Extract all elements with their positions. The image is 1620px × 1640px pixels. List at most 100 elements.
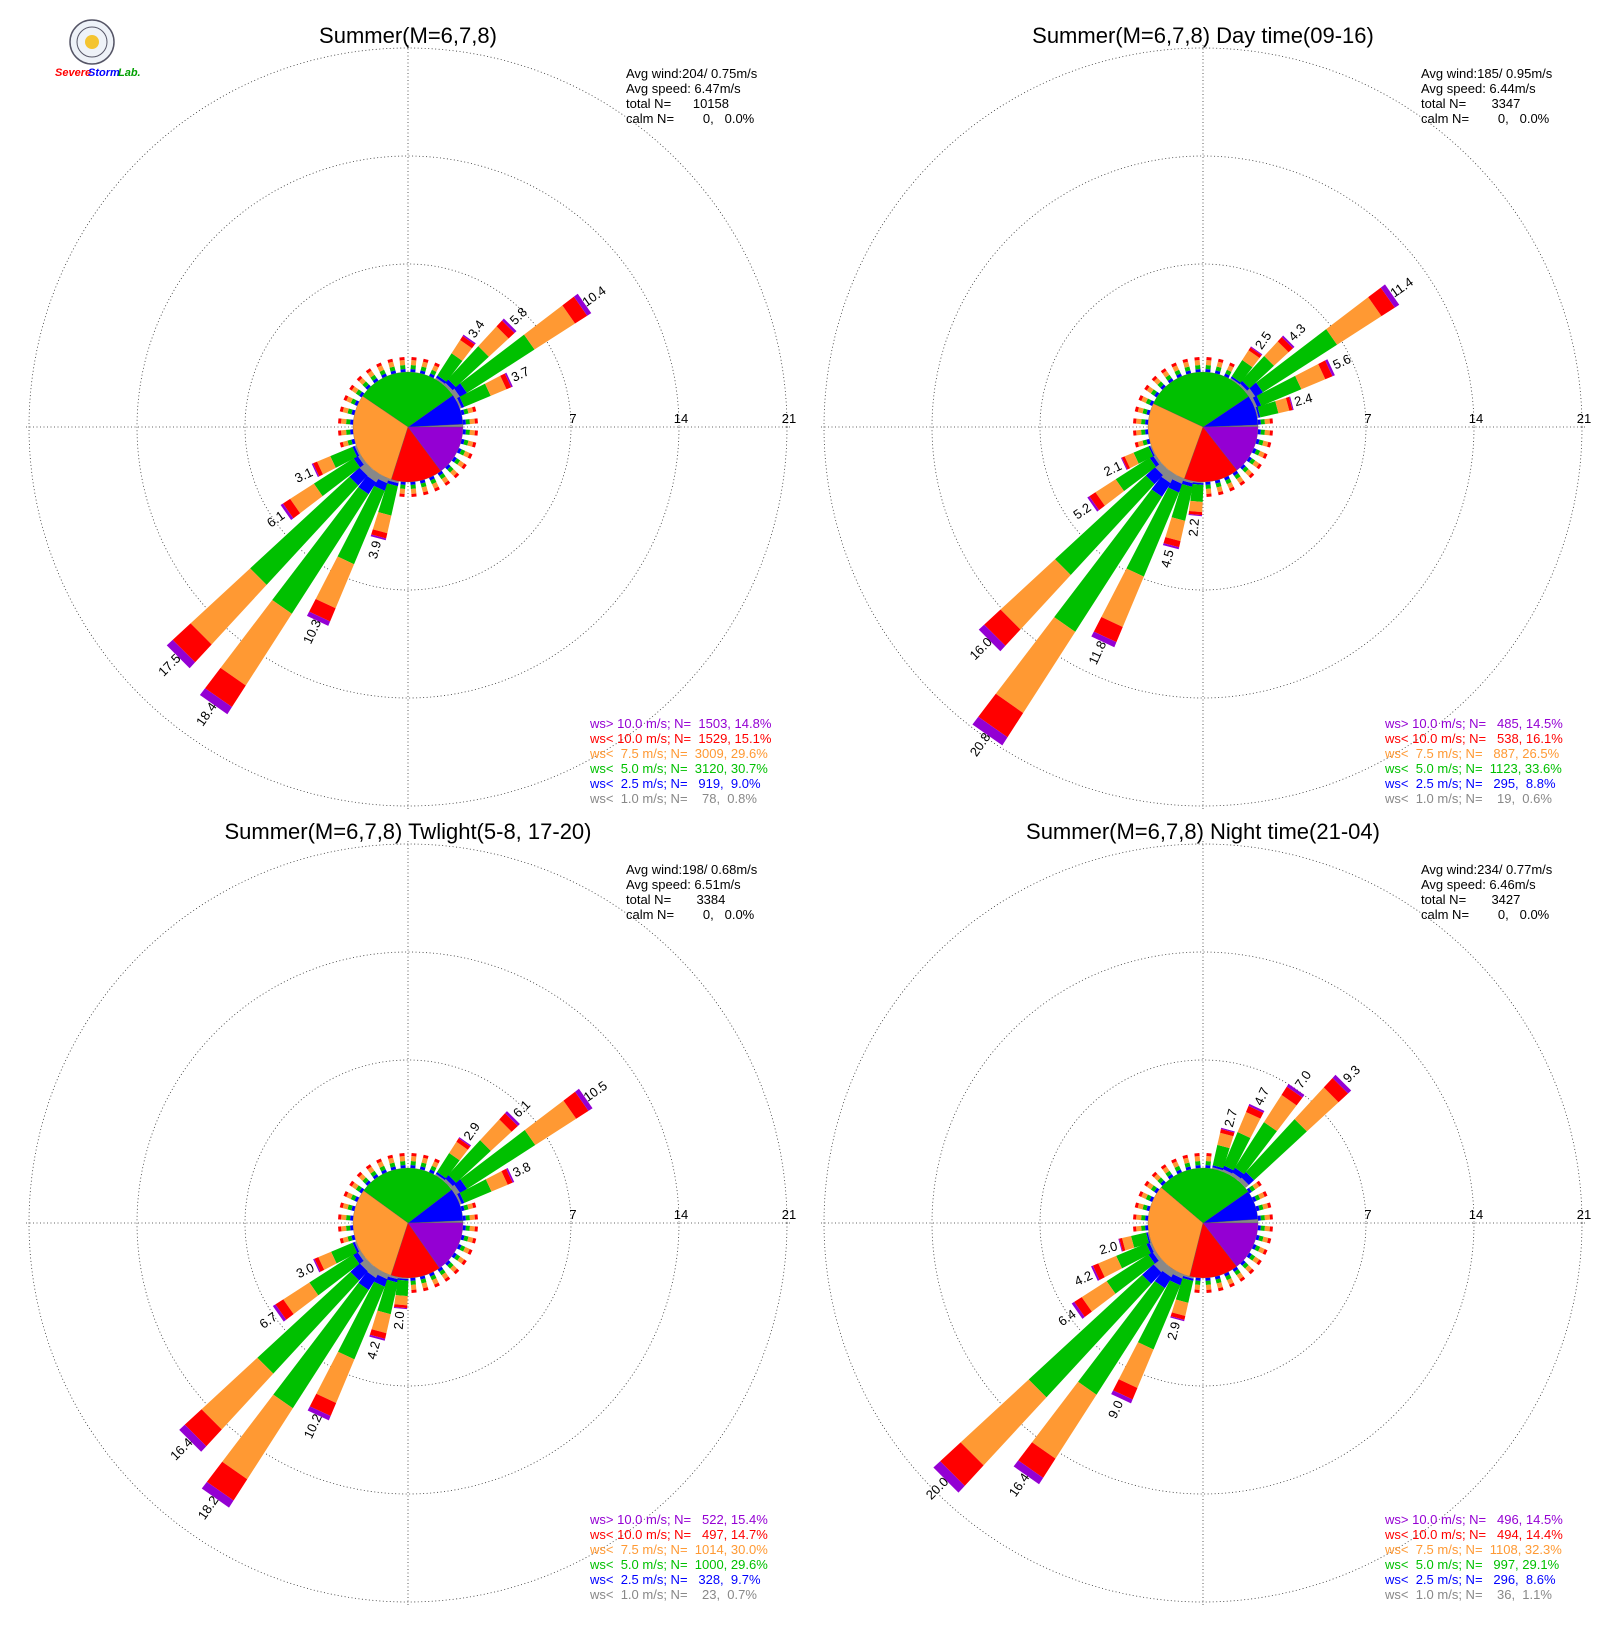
minor-wind-bar (1144, 1180, 1150, 1187)
minor-wind-bar (420, 1162, 427, 1168)
minor-wind-bar (1214, 370, 1221, 375)
minor-wind-bar (377, 365, 385, 372)
wind-bar-segment (940, 1442, 984, 1486)
wind-bar-segment (394, 1295, 408, 1306)
minor-wind-bar (422, 491, 429, 496)
minor-wind-bar (1183, 1157, 1190, 1164)
wind-bar-segment (369, 1334, 386, 1341)
wind-bar-segment (280, 503, 294, 521)
wind-bar-segment (455, 398, 462, 409)
wind-bar-segment (272, 1304, 287, 1322)
minor-wind-bar (460, 1205, 465, 1212)
minor-wind-bar (346, 396, 353, 404)
wind-bar-segment (1098, 1255, 1123, 1278)
minor-wind-bar (450, 1265, 458, 1273)
wind-bar-label: 6.4 (1055, 1306, 1078, 1329)
wind-bar-segment (456, 1138, 471, 1150)
wind-bar-segment (290, 483, 323, 514)
stat-line: Avg speed: 6.51m/s (626, 877, 741, 892)
minor-wind-bar (1242, 466, 1249, 473)
wind-bar-label: 2.9 (460, 1119, 483, 1142)
minor-wind-bar (1146, 386, 1154, 394)
minor-wind-bar (439, 1269, 446, 1276)
wind-bar-segment (1147, 1232, 1152, 1243)
wind-bar-segment (1289, 396, 1294, 411)
wind-bar-segment (1249, 382, 1263, 398)
wind-bar-segment (309, 1254, 360, 1296)
minor-wind-bar (1258, 1204, 1264, 1211)
wind-bar-segment (1152, 454, 1162, 465)
grid-ring (136, 951, 680, 1495)
wind-bar-segment (443, 1178, 453, 1188)
minor-wind-bar (1225, 478, 1232, 485)
wind-bar-segment (435, 1171, 447, 1180)
legend-entry: ws< 2.5 m/s; N= 919, 9.0% (589, 776, 761, 791)
minor-wind-bar (1185, 370, 1192, 375)
minor-wind-bar (431, 1161, 439, 1168)
wind-bar-segment (1281, 1086, 1303, 1106)
minor-wind-bar (472, 1202, 477, 1209)
minor-wind-bar (421, 361, 428, 368)
minor-wind-bar (434, 362, 440, 368)
minor-wind-bar (1157, 381, 1164, 388)
minor-wind-bar (428, 1169, 435, 1175)
legend-entry: ws< 10.0 m/s; N= 497, 14.7% (589, 1527, 768, 1542)
minor-wind-bar (1151, 375, 1158, 382)
wind-bar-segment (201, 1481, 234, 1508)
wind-bar-segment (1281, 335, 1295, 349)
wind-bar-segment (575, 1088, 593, 1111)
wind-bar-segment (995, 617, 1076, 713)
wind-bar-segment (1118, 1238, 1123, 1252)
minor-wind-bar (1149, 400, 1155, 407)
minor-wind-bar (1145, 398, 1152, 405)
minor-wind-bar (1160, 384, 1166, 390)
minor-wind-bar (1172, 1161, 1180, 1168)
wind-bar-segment (960, 1379, 1047, 1466)
ring-tick-label: 14 (674, 411, 688, 426)
wind-bar-segment (317, 456, 336, 475)
wind-bar-segment (1237, 1111, 1261, 1139)
wind-bar-segment (499, 1113, 518, 1132)
minor-wind-bar (1146, 409, 1151, 416)
wind-bar-segment (1257, 401, 1279, 418)
ring-tick-label: 21 (1577, 411, 1591, 426)
minor-wind-bar (1138, 1191, 1144, 1197)
minor-wind-bar (1217, 1287, 1224, 1292)
wind-bar-segment (1148, 445, 1155, 457)
wind-bar-segment (1165, 517, 1186, 542)
legend-entry: ws< 10.0 m/s; N= 538, 16.1% (1384, 731, 1563, 746)
minor-wind-bar (1216, 486, 1223, 493)
stat-line: total N= 3384 (626, 892, 725, 907)
wind-bar-segment (504, 372, 513, 388)
minor-wind-bar (351, 386, 359, 394)
wind-bar-segment (524, 1100, 577, 1146)
minor-wind-bar (1240, 464, 1246, 470)
wind-bar-label: 6.1 (510, 1097, 533, 1120)
wind-bar-segment (447, 346, 489, 388)
wind-bar-segment (1171, 1299, 1189, 1316)
minor-wind-bar (419, 370, 426, 375)
wind-bar-segment (395, 1279, 409, 1297)
stat-line: calm N= 0, 0.0% (1421, 111, 1550, 126)
logo-text-severe: Severe (55, 67, 91, 79)
minor-wind-bar (365, 368, 372, 374)
wind-bar-segment (257, 1271, 360, 1374)
panel-title: Summer(M=6,7,8) Night time(21-04) (1026, 819, 1380, 844)
minor-wind-bar (447, 1262, 454, 1269)
wind-bar-label: 4.3 (1285, 321, 1308, 344)
minor-wind-bar (439, 473, 446, 480)
minor-wind-bar (1137, 1203, 1144, 1210)
minor-wind-bar (362, 1177, 369, 1184)
minor-wind-bar (376, 1158, 382, 1164)
minor-wind-bar (1160, 1164, 1167, 1170)
stat-line: Avg speed: 6.44m/s (1421, 81, 1536, 96)
stat-line: Avg speed: 6.47m/s (626, 81, 741, 96)
wind-bar-segment (1163, 537, 1181, 548)
wind-bar-segment (563, 1091, 589, 1119)
minor-wind-bar (355, 1185, 362, 1192)
wind-bar-label: 2.1 (1101, 458, 1124, 479)
minor-wind-bar (472, 406, 477, 413)
minor-wind-bar (1215, 482, 1222, 488)
wind-bar-segment (573, 293, 592, 316)
minor-wind-bar (1226, 1278, 1234, 1285)
